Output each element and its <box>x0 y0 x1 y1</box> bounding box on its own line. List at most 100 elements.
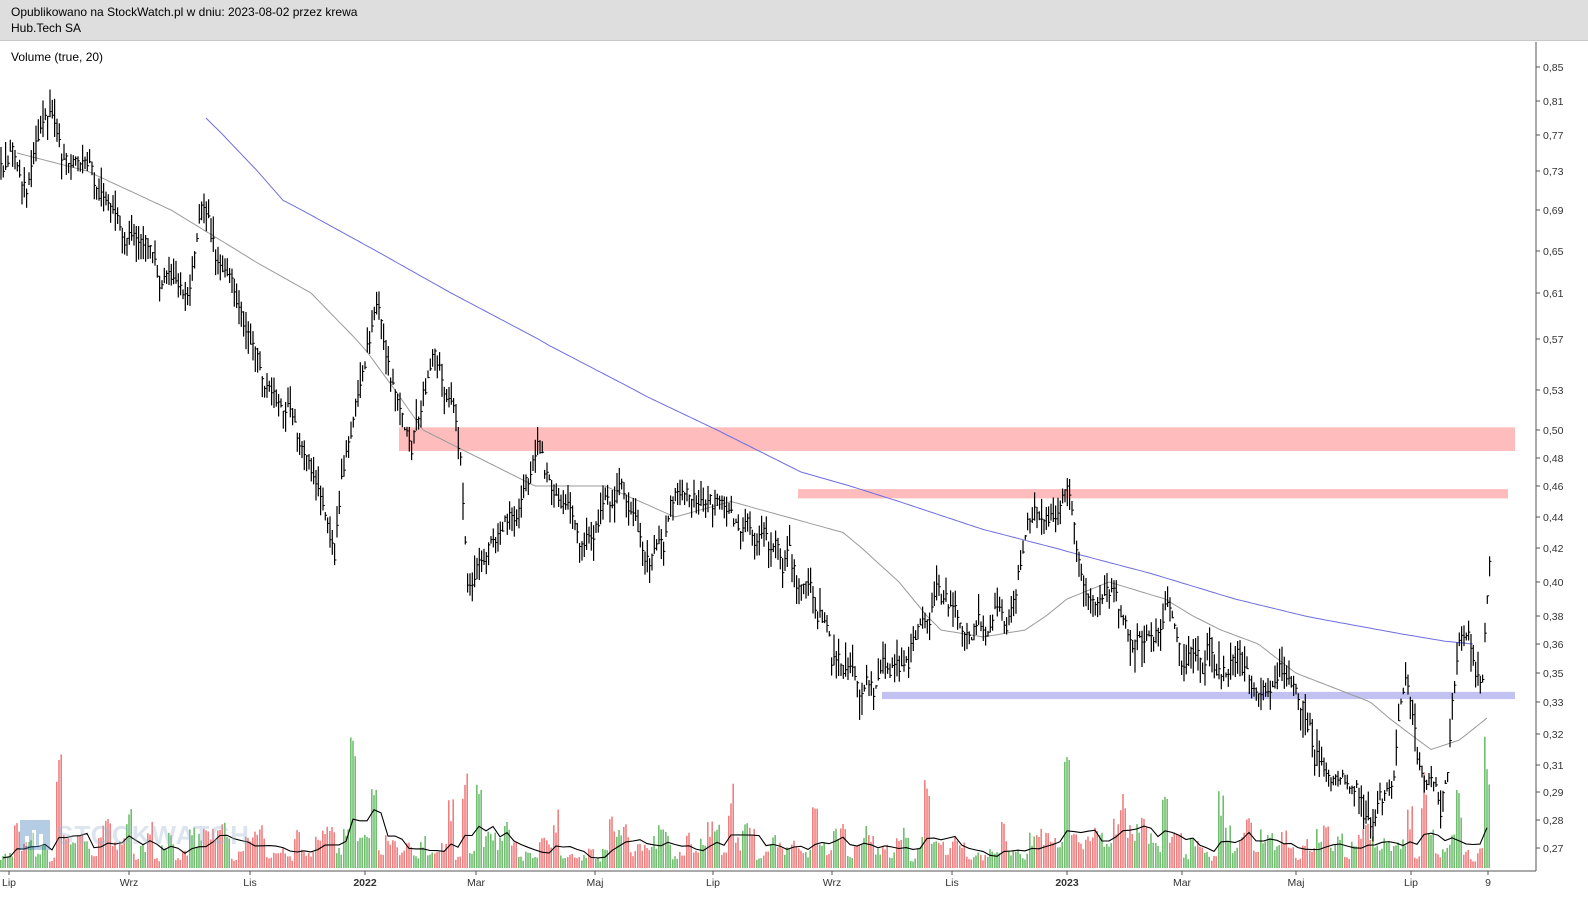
volume-bar <box>217 830 219 868</box>
volume-bar <box>1486 769 1488 868</box>
volume-bar <box>550 847 552 868</box>
volume-bar <box>578 857 580 868</box>
volume-bar <box>961 847 963 868</box>
watermark-text: STOCKWATCH <box>56 819 250 850</box>
volume-bar <box>865 826 867 868</box>
volume-bar <box>1355 846 1357 868</box>
volume-bar <box>366 836 368 868</box>
volume-bar <box>581 860 583 868</box>
volume-bar <box>1169 842 1171 868</box>
volume-bar <box>1327 826 1329 868</box>
volume-bar <box>1180 833 1182 868</box>
volume-bar <box>525 851 527 868</box>
volume-bar <box>1290 848 1292 868</box>
volume-bar <box>1437 854 1439 868</box>
volume-bar <box>966 856 968 868</box>
volume-bar <box>508 829 510 868</box>
volume-bar <box>380 854 382 868</box>
published-info: Opublikowano na StockWatch.pl w dniu: 20… <box>11 5 358 19</box>
volume-bar <box>1108 846 1110 868</box>
volume-bar <box>1264 841 1266 868</box>
volume-bar <box>856 845 858 868</box>
volume-bar <box>746 823 748 868</box>
volume-bar <box>1428 833 1430 868</box>
volume-bar <box>114 842 116 868</box>
volume-bar <box>1341 833 1343 868</box>
stockwatch-watermark: STOCKWATCH <box>20 818 250 852</box>
volume-bar <box>1269 837 1271 868</box>
volume-bar <box>1481 848 1483 868</box>
volume-bar <box>954 837 956 868</box>
volume-bar <box>56 781 58 868</box>
volume-bar <box>280 852 282 868</box>
volume-bar <box>1136 824 1138 868</box>
volume-bar <box>1381 848 1383 868</box>
volume-bar <box>1017 849 1019 868</box>
volume-bar <box>93 856 95 868</box>
volume-bar <box>1339 839 1341 868</box>
volume-bar <box>245 836 247 868</box>
y-axis: 0,85 0,81 0,77 0,73 0,69 0,65 0,61 0,57 0,53 0,50… <box>1536 62 1564 855</box>
volume-bar <box>905 837 907 868</box>
volume-bar <box>1008 851 1010 868</box>
volume-bar <box>1453 834 1455 868</box>
volume-bar <box>763 855 765 868</box>
volume-bar <box>70 844 72 868</box>
volume-bar <box>205 830 207 868</box>
volume-bar <box>58 760 60 868</box>
volume-bar <box>728 815 730 868</box>
volume-bar <box>72 842 74 868</box>
volume-bar <box>1141 817 1143 868</box>
volume-bar <box>490 833 492 868</box>
volume-bar <box>231 858 233 868</box>
volume-bar <box>336 853 338 868</box>
volume-bar <box>1057 847 1059 868</box>
volume-bar <box>156 858 158 868</box>
volume-bar <box>639 843 641 868</box>
volume-bar <box>431 852 433 868</box>
volume-bar <box>23 844 25 868</box>
volume-bar <box>1101 832 1103 868</box>
volume-bar <box>1173 832 1175 868</box>
volume-bar <box>718 824 720 868</box>
volume-bar <box>1297 859 1299 868</box>
volume-bar <box>609 819 611 868</box>
volume-bar <box>191 835 193 868</box>
volume-bar <box>702 845 704 868</box>
volume-bar <box>1176 833 1178 868</box>
volume-bar <box>672 859 674 868</box>
volume-bar <box>1374 847 1376 868</box>
y-tick-label: 0,50 <box>1543 425 1564 437</box>
volume-bar <box>116 849 118 868</box>
volume-bar <box>592 849 594 868</box>
volume-bar <box>952 841 954 868</box>
volume-bar <box>240 851 242 868</box>
volume-bar <box>956 841 958 868</box>
volume-bar <box>147 833 149 868</box>
volume-bar <box>546 840 548 868</box>
volume-bar <box>1213 855 1215 868</box>
volume-bar <box>184 850 186 868</box>
volume-bar <box>1323 825 1325 868</box>
volume-bar <box>1283 844 1285 868</box>
volume-bar <box>1278 845 1280 868</box>
volume-bar <box>786 847 788 868</box>
volume-bar <box>555 832 557 868</box>
volume-bar <box>798 848 800 868</box>
volume-bar <box>854 846 856 868</box>
volume-bar <box>182 852 184 868</box>
volume-bar <box>1451 835 1453 868</box>
volume-bar <box>947 854 949 868</box>
volume-bar <box>875 854 877 868</box>
volume-bar <box>534 856 536 868</box>
volume-bar <box>1036 835 1038 868</box>
volume-bar <box>1047 833 1049 868</box>
volume-bar <box>889 857 891 868</box>
volume-bar <box>443 850 445 868</box>
volume-bar <box>1348 858 1350 868</box>
volume-bar <box>338 848 340 868</box>
volume-bar <box>221 824 223 868</box>
volume-bar <box>1080 843 1082 868</box>
volume-bar <box>1124 808 1126 868</box>
